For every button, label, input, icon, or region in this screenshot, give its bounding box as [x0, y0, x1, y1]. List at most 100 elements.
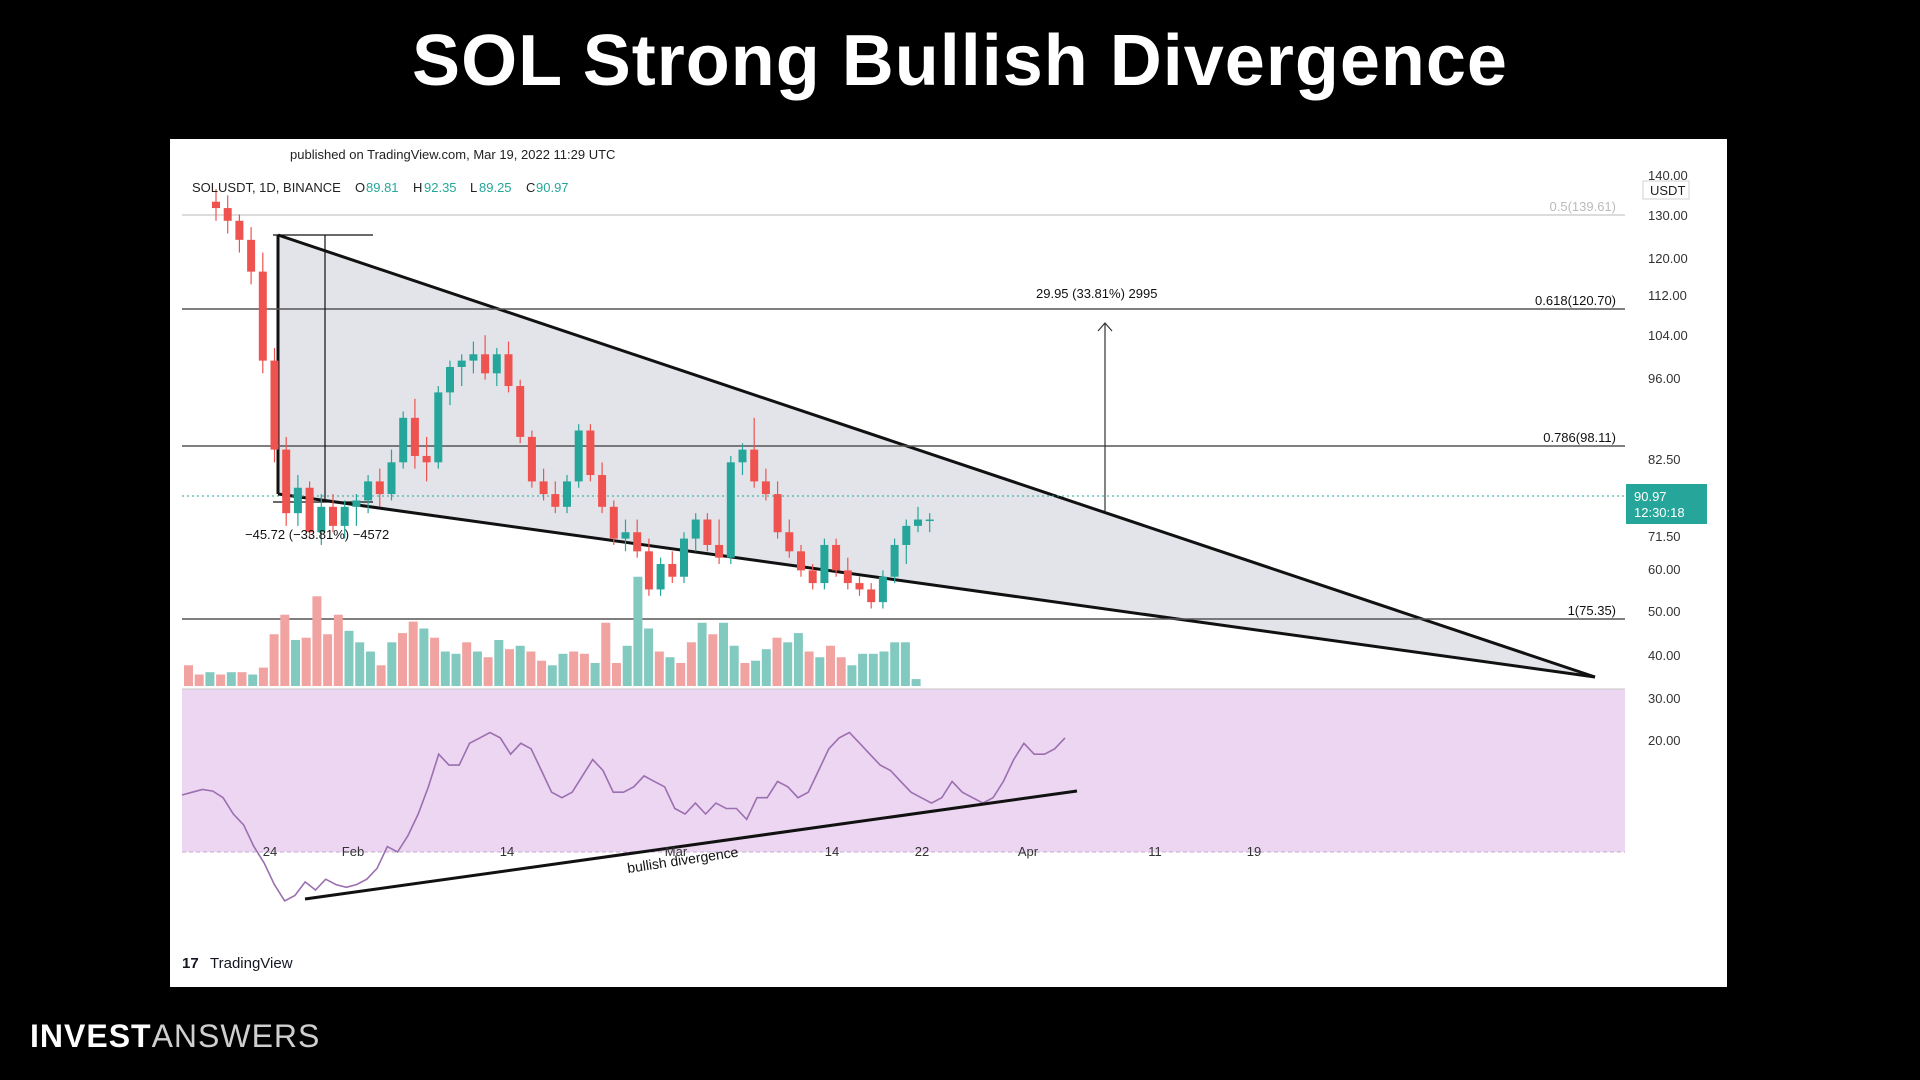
candle-body: [680, 538, 688, 577]
candle: [703, 513, 712, 552]
candle: [317, 494, 326, 545]
candle-body: [352, 500, 361, 507]
candle: [914, 506, 922, 533]
candle: [434, 386, 443, 469]
rsi-tick-label: 60.00: [1648, 562, 1681, 577]
candle: [867, 583, 876, 609]
volume-bar: [612, 663, 621, 686]
volume-bar: [419, 628, 429, 686]
candle-body: [422, 455, 431, 463]
candle-body: [516, 386, 525, 437]
candle-body: [668, 564, 677, 577]
candle: [364, 475, 373, 514]
time-tick-label: 11: [1148, 844, 1162, 859]
ohlc-high: 92.35: [424, 180, 457, 195]
candle: [457, 354, 466, 387]
fib-label-0.5: 0.5(139.61): [1550, 199, 1617, 214]
candle-body: [539, 481, 548, 495]
volume-bar: [761, 649, 771, 686]
candle-body: [621, 532, 630, 539]
chart-svg: bullish divergence published on TradingV…: [181, 147, 1707, 972]
candle-body: [305, 487, 314, 533]
candle-body: [481, 354, 490, 374]
volume-bars: [184, 576, 921, 686]
volume-bar: [323, 634, 333, 686]
candle-body: [890, 544, 899, 577]
volume-bar: [430, 637, 440, 686]
price-tick-label: 112.00: [1648, 288, 1687, 303]
time-axis[interactable]: 24 Feb 14 Mar 14 22 Apr 11 19: [263, 844, 1261, 859]
ohlc-h-label: H: [413, 180, 422, 195]
time-tick-label: 24: [263, 844, 277, 859]
candle: [504, 341, 513, 393]
candle-body: [282, 449, 291, 514]
wedge-lower-line: [277, 492, 1596, 679]
brand-part1: INVEST: [30, 1018, 152, 1054]
volume-bar: [783, 642, 793, 686]
candle: [808, 564, 817, 590]
candle: [551, 481, 560, 514]
candle: [761, 468, 770, 501]
volume-bar: [858, 653, 868, 686]
candle: [270, 347, 279, 463]
volume-bar: [291, 640, 300, 686]
candle-body: [878, 576, 887, 603]
candle: [925, 513, 934, 533]
volume-bar: [451, 653, 461, 686]
ohlc-readout: O 89.81 H 92.35 L 89.25 C 90.97: [355, 180, 569, 195]
candle: [878, 570, 887, 609]
volume-bar: [558, 653, 568, 686]
candle-body: [703, 519, 712, 545]
slide-title: SOL Strong Bullish Divergence: [412, 21, 1508, 101]
volume-bar: [537, 660, 547, 686]
volume-bar: [226, 672, 236, 686]
currency-badge[interactable]: [1642, 180, 1690, 200]
candle-body: [399, 417, 408, 463]
volume-bar: [494, 640, 504, 686]
candle: [750, 417, 759, 488]
currency-label: USDT: [1650, 183, 1685, 198]
candle: [282, 436, 291, 526]
rsi-tick-label: 20.00: [1648, 733, 1681, 748]
volume-bar: [729, 645, 739, 686]
volume-bar: [269, 634, 279, 686]
rsi-pane: [181, 731, 1066, 902]
fib-label-0.786: 0.786(98.11): [1543, 430, 1616, 445]
candle-body: [364, 481, 373, 501]
volume-bar: [216, 674, 226, 686]
candle-body: [586, 430, 595, 476]
candle: [785, 519, 794, 558]
candle: [539, 468, 548, 501]
candle-body: [867, 589, 876, 603]
candle: [446, 360, 454, 406]
candle: [598, 462, 607, 514]
candle-body: [563, 481, 571, 507]
volume-bar: [398, 633, 407, 686]
candle-body: [855, 583, 864, 590]
volume-bar: [804, 651, 814, 686]
brand-logo: INVESTANSWERS: [30, 1018, 320, 1055]
candle-body: [902, 525, 911, 545]
volume-bar: [526, 651, 536, 686]
time-tick-label: 19: [1247, 844, 1261, 859]
candle: [832, 538, 841, 577]
volume-bar: [248, 674, 258, 686]
price-tick-label: 96.00: [1648, 371, 1681, 386]
volume-bar: [826, 645, 835, 686]
candle-body: [527, 436, 536, 482]
candle: [586, 424, 595, 482]
candle: [574, 424, 583, 488]
candle: [340, 500, 349, 539]
volume-bar: [911, 679, 921, 686]
candle-body: [797, 551, 805, 571]
candle: [305, 481, 314, 539]
published-note: published on TradingView.com, Mar 19, 20…: [290, 147, 615, 162]
volume-bar: [579, 653, 589, 686]
time-tick-label: Mar: [665, 844, 688, 859]
candle: [738, 443, 747, 476]
time-tick-label: 22: [915, 844, 929, 859]
ohlc-c-label: C: [526, 180, 535, 195]
measure-up-label: 29.95 (33.81%) 2995: [1036, 286, 1157, 301]
candle: [329, 494, 337, 533]
candle: [492, 347, 501, 387]
